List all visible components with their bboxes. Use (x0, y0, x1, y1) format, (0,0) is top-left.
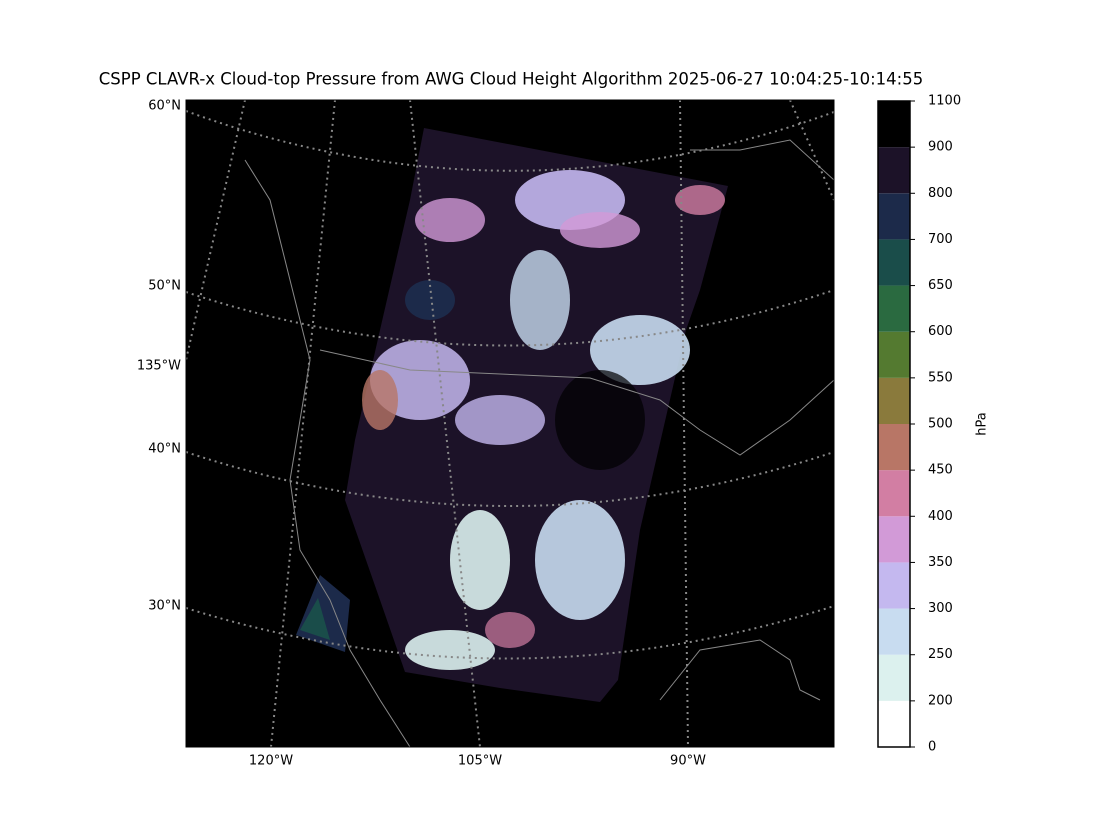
colorbar-tick-label: 650 (928, 278, 953, 293)
graticule-labels: 60°N 50°N 135°W 40°N 30°N 120°W 105°W 90°W (137, 99, 706, 769)
lon-label: 90°W (670, 754, 706, 769)
map-content (186, 100, 834, 747)
colorbar-segment (878, 516, 910, 563)
colorbar-tick-label: 400 (928, 509, 953, 524)
map-title: CSPP CLAVR-x Cloud-top Pressure from AWG… (99, 70, 923, 89)
colorbar-segment (878, 562, 910, 609)
colorbar-tick-label: 500 (928, 417, 953, 432)
lat-label: 60°N (148, 99, 181, 114)
lat-label: 135°W (137, 359, 181, 374)
map-frame (185, 99, 835, 748)
lat-label: 50°N (148, 279, 181, 294)
colorbar-segment (878, 239, 910, 286)
colorbar-segment (878, 470, 910, 517)
lon-label: 120°W (249, 754, 293, 769)
graticule (186, 100, 834, 747)
colorbar-segment (878, 331, 910, 378)
colorbar-segment (878, 377, 910, 424)
colorbar-segment (878, 654, 910, 701)
colorbar-segment (878, 424, 910, 471)
colorbar-segment (878, 285, 910, 332)
colorbar-tick-label: 300 (928, 601, 953, 616)
colorbar-segment (878, 608, 910, 655)
colorbar-tick-label: 900 (928, 140, 953, 155)
map-panel (185, 99, 835, 748)
colorbar-segment (878, 147, 910, 194)
cloud-swath (296, 128, 728, 702)
colorbar-segment (878, 700, 910, 747)
colorbar-tick-label: 700 (928, 232, 953, 247)
colorbar-tick-label: 1100 (928, 94, 961, 109)
colorbar-tick-label: 450 (928, 463, 953, 478)
lat-label: 30°N (148, 599, 181, 614)
lon-label: 105°W (458, 754, 502, 769)
colorbar-tick-label: 200 (928, 693, 953, 708)
colorbar-tick-label: 350 (928, 555, 953, 570)
colorbar-tick-label: 550 (928, 370, 953, 385)
colorbar-tick-label: 250 (928, 647, 953, 662)
colorbar-tick-label: 800 (928, 186, 953, 201)
colorbar-tick-label: 600 (928, 324, 953, 339)
colorbar-segment (878, 193, 910, 240)
coastlines (244, 139, 834, 747)
lat-label: 40°N (148, 442, 181, 457)
colorbar: 0 200 250 300 350 400 450 500 550 600 650 700 800 900… (877, 94, 990, 755)
colorbar-tick-label: 0 (928, 740, 936, 755)
colorbar-segment (878, 101, 910, 148)
colorbar-label: hPa (975, 412, 990, 435)
